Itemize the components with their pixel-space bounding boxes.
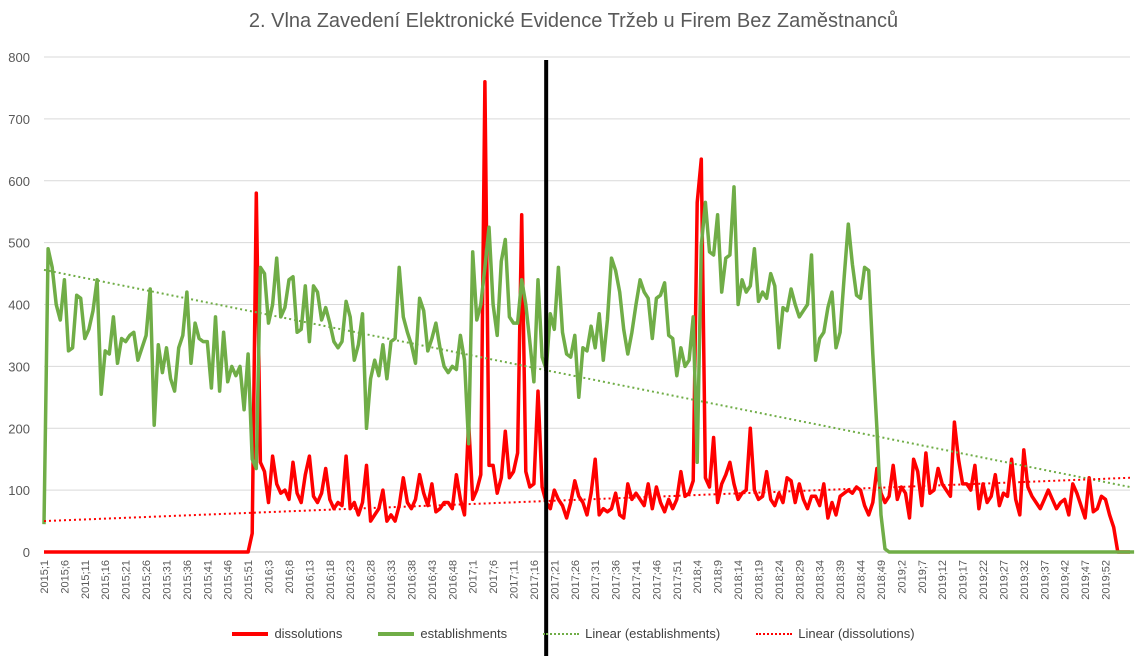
x-tick-label: 2019;7 [917, 560, 929, 594]
legend: dissolutions establishments Linear (esta… [0, 626, 1147, 641]
x-tick-label: 2015;46 [223, 560, 235, 600]
x-tick-label: 2015;21 [121, 560, 133, 600]
x-tick-label: 2018;19 [753, 560, 765, 600]
x-tick-label: 2018;49 [876, 560, 888, 600]
legend-label-dissolutions: dissolutions [274, 626, 343, 641]
legend-item-linear-establishments: Linear (establishments) [543, 626, 720, 641]
x-tick-label: 2015;1 [39, 560, 51, 594]
x-tick-label: 2018;39 [835, 560, 847, 600]
x-tick-label: 2015;41 [202, 560, 214, 600]
legend-label-linear-dissolutions: Linear (dissolutions) [798, 626, 915, 641]
x-tick-label: 2017;36 [611, 560, 623, 600]
x-tick-label: 2015;16 [100, 560, 112, 600]
x-tick-label: 2019;42 [1060, 560, 1072, 600]
series-line-dissolutions [44, 80, 1130, 554]
x-tick-label: 2015;51 [243, 560, 255, 600]
x-tick-label: 2018;29 [794, 560, 806, 600]
x-tick-label: 2016;33 [386, 560, 398, 600]
y-tick-label: 800 [8, 50, 30, 65]
x-tick-label: 2016;48 [447, 560, 459, 600]
x-tick-label: 2017;1 [468, 560, 480, 594]
y-tick-label: 200 [8, 421, 30, 436]
legend-label-linear-establishments: Linear (establishments) [585, 626, 721, 641]
x-tick-label: 2017;11 [509, 560, 521, 599]
x-tick-label: 2018;14 [733, 560, 745, 600]
x-tick-label: 2018;4 [692, 560, 704, 594]
x-tick-label: 2017;31 [590, 560, 602, 600]
x-tick-label: 2019;32 [1019, 560, 1031, 600]
legend-item-establishments: establishments [378, 626, 507, 641]
y-tick-label: 0 [23, 545, 30, 560]
legend-swatch-establishments [378, 631, 415, 636]
legend-swatch-dissolutions [232, 631, 269, 636]
x-tick-label: 2017;26 [570, 560, 582, 600]
x-tick-label: 2019;47 [1080, 560, 1092, 600]
y-tick-label: 400 [8, 298, 30, 313]
legend-item-linear-dissolutions: Linear (dissolutions) [756, 626, 915, 641]
x-tick-label: 2016;13 [304, 560, 316, 600]
x-tick-label: 2017;21 [549, 560, 561, 600]
x-tick-label: 2017;41 [631, 560, 643, 600]
x-tick-label: 2016;3 [264, 560, 276, 594]
chart-title: 2. Vlna Zavedení Elektronické Evidence T… [248, 10, 899, 32]
x-tick-label: 2015;26 [141, 560, 153, 600]
x-tick-label: 2019;12 [937, 560, 949, 600]
x-tick-label: 2018;24 [774, 560, 786, 600]
x-tick-label: 2016;18 [325, 560, 337, 600]
trendline-Linear (establishments) [43, 268, 1131, 489]
x-tick-label: 2017;6 [488, 560, 500, 594]
x-tick-label: 2015;31 [161, 560, 173, 600]
x-tick-label: 2019;37 [1039, 560, 1051, 600]
legend-swatch-linear-dissolutions [756, 632, 793, 635]
y-tick-label: 300 [8, 359, 30, 374]
y-tick-label: 600 [8, 174, 30, 189]
x-tick-label: 2015;6 [59, 560, 71, 594]
x-tick-label: 2017;46 [651, 560, 663, 600]
x-tick-label: 2019;2 [896, 560, 908, 594]
x-tick-label: 2018;44 [856, 560, 868, 600]
legend-item-dissolutions: dissolutions [232, 626, 342, 641]
x-tick-label: 2015;11 [80, 560, 92, 599]
y-tick-label: 100 [8, 483, 30, 498]
x-tick-label: 2017;16 [529, 560, 541, 600]
legend-swatch-linear-establishments [543, 632, 580, 635]
trendline-Linear (dissolutions) [43, 476, 1131, 523]
x-tick-label: 2017;51 [672, 560, 684, 600]
x-tick-label: 2019;22 [978, 560, 990, 600]
x-tick-label: 2019;17 [958, 560, 970, 600]
x-tick-label: 2016;23 [345, 560, 357, 600]
y-tick-label: 500 [8, 236, 30, 251]
x-tick-label: 2016;8 [284, 560, 296, 594]
legend-label-establishments: establishments [420, 626, 508, 641]
x-tick-label: 2016;28 [366, 560, 378, 600]
series-line-establishments [42, 185, 1135, 554]
x-tick-label: 2015;36 [182, 560, 194, 600]
x-tick-label: 2018;9 [713, 560, 725, 594]
y-tick-label: 700 [8, 112, 30, 127]
x-tick-label: 2019;27 [998, 560, 1010, 600]
x-tick-label: 2019;52 [1101, 560, 1113, 600]
x-tick-label: 2016;38 [406, 560, 418, 600]
x-tick-label: 2018;34 [815, 560, 827, 600]
x-tick-label: 2016;43 [427, 560, 439, 600]
